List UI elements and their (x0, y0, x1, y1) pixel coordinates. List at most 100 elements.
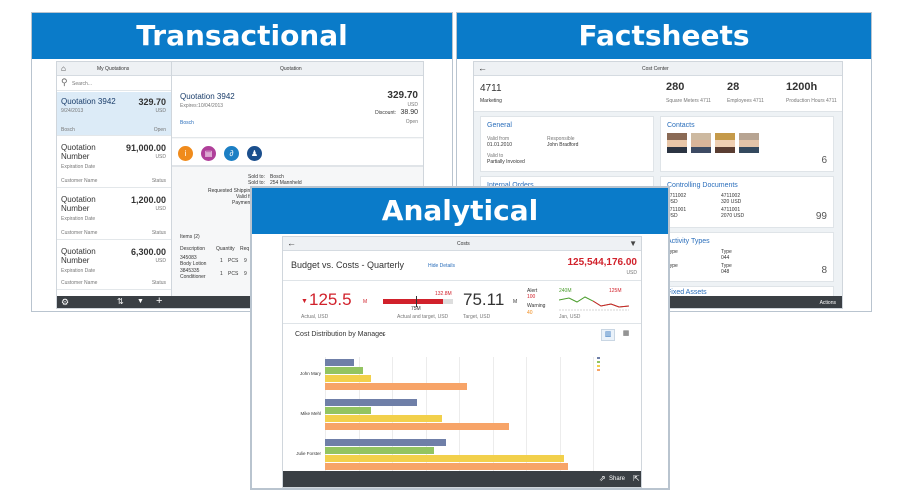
kpi-value: 280 (666, 81, 685, 93)
doc-left: 4711002 (667, 193, 687, 199)
chart-gridline (559, 357, 561, 471)
quotation-date: Expiration Date (61, 268, 96, 274)
kpi-target-unit: M (513, 299, 518, 305)
kpi-label: Square Meters 4711 (666, 98, 711, 104)
home-icon[interactable]: ⌂ (61, 64, 66, 73)
chart-bar[interactable] (325, 447, 434, 454)
filter-icon[interactable]: ▼ (629, 239, 637, 248)
type-right-sub: 048 (721, 269, 730, 275)
share-button[interactable]: Share (609, 476, 626, 482)
discount-label: Discount: (375, 110, 396, 116)
general-title: General (487, 122, 512, 129)
export-icon[interactable]: ⇱ (633, 474, 640, 483)
icon-tab-bar: i ▤ ∂ ♟ (172, 139, 423, 167)
sort-icon[interactable]: ⇅ (117, 297, 124, 306)
share-icon[interactable]: ⇗ (599, 474, 606, 483)
actions-button[interactable]: Actions (819, 300, 836, 306)
row-unit: PCS (228, 271, 239, 277)
legend-swatch (597, 369, 600, 371)
doc-right-sub: 320 USD (721, 199, 742, 205)
general-tile[interactable]: General Valid from 01.01.2010 Responsibl… (480, 116, 654, 172)
detail-currency: USD (407, 102, 418, 108)
chart-bar[interactable] (325, 455, 564, 462)
category-label: John Mary (299, 371, 321, 376)
back-icon[interactable]: ← (478, 63, 487, 73)
quotation-amount: 1,200.00 (130, 195, 166, 205)
settings-icon[interactable]: ⚙ (61, 297, 70, 307)
filter-icon[interactable]: ▼ (137, 298, 144, 305)
chart-type-icon[interactable]: ▥ (601, 329, 615, 341)
activity-types-tile[interactable]: Activity Types Type 6 Type 044 Type 6 Ty… (660, 232, 834, 282)
category-label: Mike Mehl (300, 411, 321, 416)
detail-header-title: Quotation (280, 66, 302, 72)
detail-amount: 329.70 (387, 90, 418, 101)
chart-bar[interactable] (325, 439, 447, 446)
quotation-currency: USD (155, 206, 166, 212)
quotation-currency: USD (155, 258, 166, 264)
quotation-status: Open (153, 127, 166, 133)
master-header: ⌂ My Quotations (57, 62, 171, 76)
list-item[interactable]: Quotation Number 6,300.00 USD Expiration… (57, 242, 171, 290)
kpi-actual-value: 125.5 (309, 290, 352, 309)
row-qty: 1 (220, 271, 223, 277)
back-icon[interactable]: ← (287, 238, 296, 248)
attachment-icon[interactable]: ∂ (224, 146, 239, 161)
contacts-tile[interactable]: Contacts 6 (660, 116, 834, 172)
chart-bar[interactable] (325, 415, 443, 422)
quotation-currency: USD (155, 154, 166, 160)
legend-swatch (597, 365, 600, 367)
bullet-target-value: 132.8M (435, 291, 452, 297)
sold-to-value: Bosch (270, 174, 284, 180)
warning-label: Warning (527, 303, 546, 309)
list-item[interactable]: Quotation Number 1,200.00 USD Expiration… (57, 190, 171, 240)
people-icon[interactable]: ♟ (247, 146, 262, 161)
chart-bar[interactable] (325, 375, 372, 382)
doc-left: 4711001 (667, 207, 687, 213)
chart-bar[interactable] (325, 463, 568, 470)
valid-from-label: Valid fro (236, 194, 254, 200)
chart-bar[interactable] (325, 367, 363, 374)
category-label: Julie Forster (296, 451, 321, 456)
list-item-selected[interactable]: Quotation 3942 329.70 USD 9/24/2013 Bosc… (57, 92, 171, 136)
chart-gridline (425, 357, 427, 471)
quotation-customer: Customer Name (61, 178, 98, 184)
responsible-label: Responsible (547, 136, 575, 142)
bullet-fill (383, 299, 443, 304)
hide-details-link[interactable]: Hide Details (428, 263, 455, 269)
chart-bar[interactable] (325, 399, 418, 406)
budget-total: 125,544,176.00 (567, 257, 637, 268)
type-right: Type (721, 249, 732, 255)
list-item[interactable]: Quotation Number 91,000.00 USD Expiratio… (57, 138, 171, 188)
warning-value: 40 (527, 310, 533, 316)
quotation-amount: 6,300.00 (130, 247, 166, 257)
add-icon[interactable]: + (156, 295, 163, 307)
chart-bar[interactable] (325, 359, 355, 366)
notes-icon[interactable]: ▤ (201, 146, 216, 161)
row-req: 9 (244, 271, 247, 277)
budget-header: Budget vs. Costs - Quarterly Hide Detail… (283, 251, 641, 281)
chart-title-dropdown-icon[interactable]: ⌄ (381, 331, 387, 338)
chart-gridline (526, 357, 527, 471)
contacts-title: Contacts (667, 122, 695, 129)
search-field[interactable]: ⚲ Search... (57, 76, 171, 91)
bullet-label: Actual and target, USD (397, 314, 449, 320)
table-view-icon[interactable]: ▦ (622, 330, 630, 337)
kpi-actual-label: Actual, USD (301, 314, 329, 320)
factsheet-object-header: 4711 Marketing 280 Square Meters 4711 28… (474, 76, 842, 112)
doc-right: 4711002 (721, 193, 741, 199)
row-id: 345083 (180, 255, 197, 261)
chart-bar[interactable] (325, 383, 468, 390)
controlling-documents-tile[interactable]: Controlling Documents 4711002 USD 471100… (660, 176, 834, 228)
chart-bar[interactable] (325, 407, 372, 414)
kpi-value: 28 (727, 81, 740, 93)
chart-gridline (358, 357, 360, 471)
col-quantity: Quantity (216, 246, 235, 252)
doc-left-sub: USD (667, 199, 678, 205)
info-icon[interactable]: i (178, 146, 193, 161)
chart-bar[interactable] (325, 423, 510, 430)
kpi-row: ▼ 125.5 M Actual, USD 132.8M 75M Actual … (283, 282, 641, 324)
detail-customer[interactable]: Bosch (180, 120, 194, 126)
controlling-title: Controlling Documents (667, 182, 738, 189)
quotation-title: Quotation Number (61, 143, 96, 161)
analytical-header: ← Costs ▼ (283, 237, 641, 251)
